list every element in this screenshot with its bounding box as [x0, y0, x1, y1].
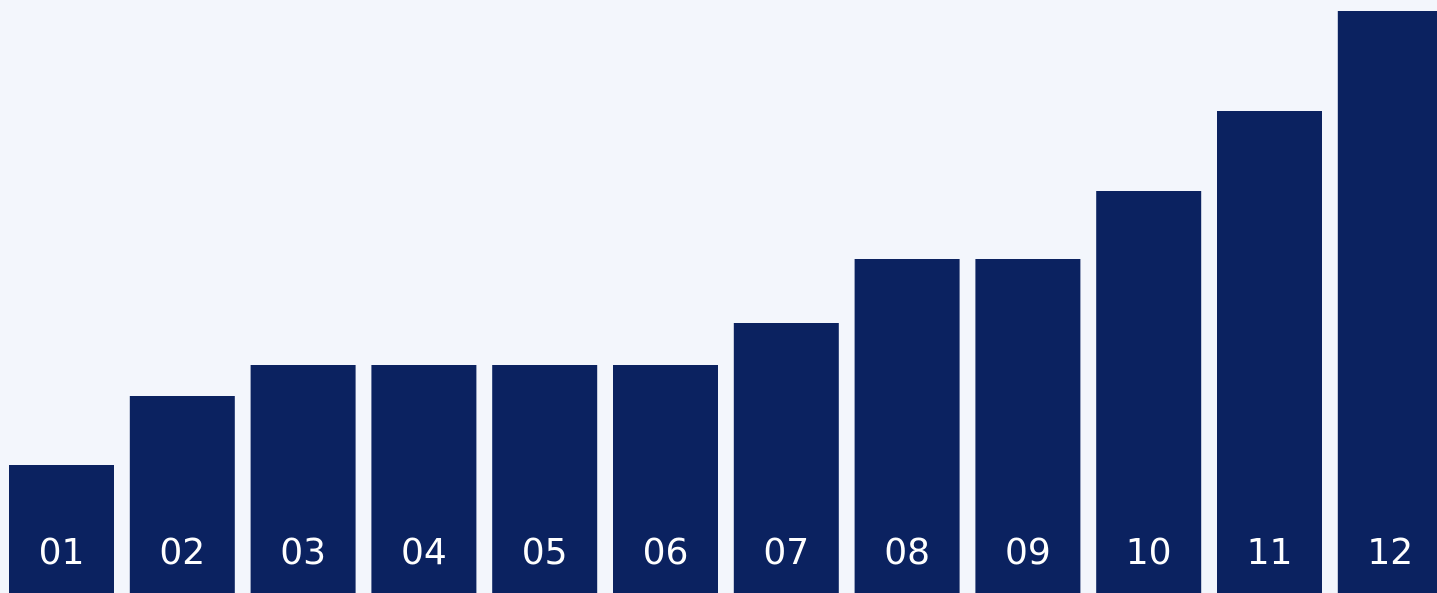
- bar-label-12: 12: [1367, 532, 1413, 573]
- bar-11: [1217, 111, 1322, 593]
- bar-08: [854, 259, 960, 593]
- bar-label-03: 03: [280, 532, 326, 573]
- bar-label-06: 06: [643, 532, 689, 573]
- bars-group: [9, 11, 1437, 593]
- bar-label-02: 02: [159, 532, 205, 573]
- bar-04: [371, 365, 477, 593]
- bar-label-11: 11: [1247, 532, 1293, 573]
- bar-09: [975, 259, 1081, 593]
- bar-02: [129, 396, 235, 593]
- bar-07: [733, 323, 839, 593]
- bar-12: [1337, 11, 1437, 593]
- bar-01: [9, 465, 114, 593]
- bar-label-01: 01: [39, 532, 85, 573]
- bar-06: [613, 365, 718, 593]
- bar-label-10: 10: [1126, 532, 1172, 573]
- category-labels-group: 01 02 03 04 05 06 07 08 09 10 11 12: [39, 532, 1414, 573]
- bar-label-07: 07: [763, 532, 809, 573]
- bar-03: [250, 365, 356, 593]
- bar-label-04: 04: [401, 532, 447, 573]
- bar-10: [1096, 191, 1202, 593]
- bar-05: [492, 365, 598, 593]
- bar-label-05: 05: [522, 532, 568, 573]
- bar-label-08: 08: [884, 532, 930, 573]
- bar-label-09: 09: [1005, 532, 1051, 573]
